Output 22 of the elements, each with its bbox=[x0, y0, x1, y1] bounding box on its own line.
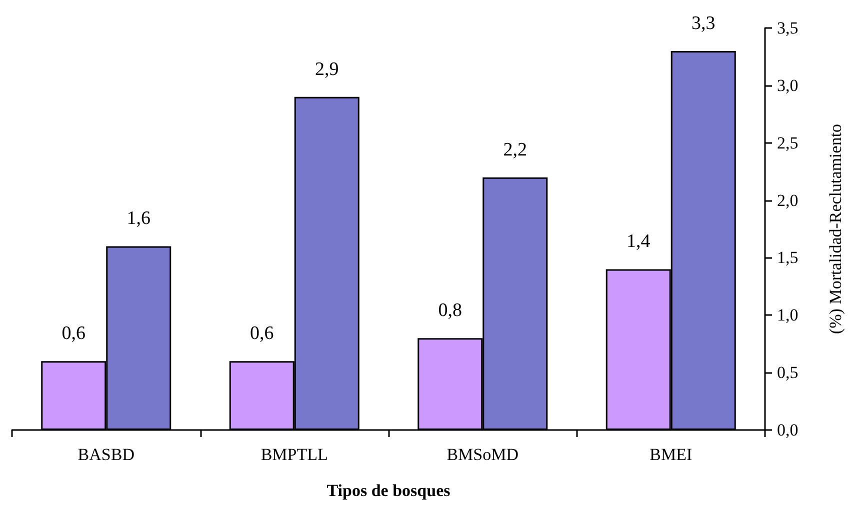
x-axis-title: Tipos de bosques bbox=[326, 481, 451, 500]
y-tick-label: 1,5 bbox=[777, 248, 798, 268]
x-tick-label: BASBD bbox=[78, 445, 134, 464]
data-label: 2,2 bbox=[503, 139, 527, 160]
y-tick-label: 2,5 bbox=[777, 133, 798, 152]
y-tick-label: 0,0 bbox=[777, 420, 798, 440]
data-label: 0,6 bbox=[250, 323, 274, 344]
x-tick-label: BMSoMD bbox=[446, 445, 519, 464]
data-label: 1,4 bbox=[626, 231, 651, 252]
y-tick-label: 1,0 bbox=[777, 306, 798, 325]
x-tick-label: BMPTLL bbox=[260, 445, 328, 464]
y-tick-label: 0,5 bbox=[777, 363, 798, 382]
y-tick-label: 3,0 bbox=[777, 76, 798, 95]
data-label: 0,8 bbox=[438, 300, 462, 322]
data-label: 2,9 bbox=[315, 58, 339, 80]
y-tick-label: 2,0 bbox=[777, 190, 798, 210]
data-label: 3,3 bbox=[692, 12, 716, 34]
data-label: 0,6 bbox=[62, 323, 86, 344]
y-tick-label: 3,5 bbox=[777, 18, 798, 38]
x-tick-label: BMEI bbox=[650, 445, 692, 464]
data-label: 1,6 bbox=[126, 208, 150, 230]
y-axis-title: (%) Mortalidad-Reclutamiento bbox=[826, 124, 845, 334]
